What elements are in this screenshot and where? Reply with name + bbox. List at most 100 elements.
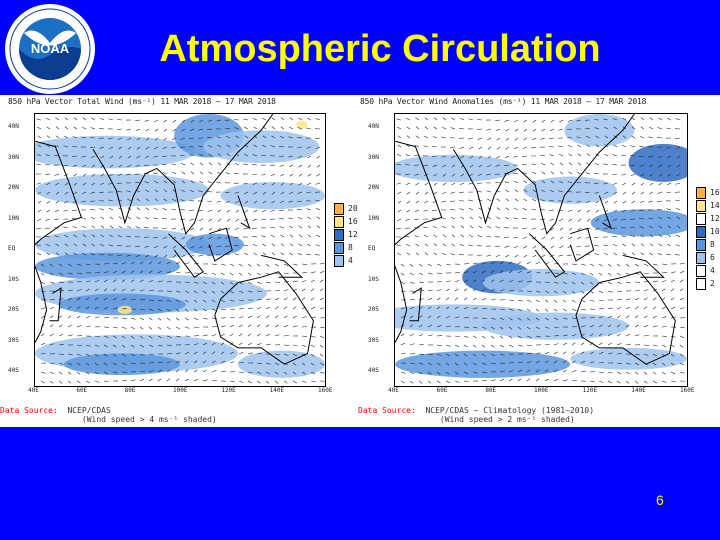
lat-label: 10S [8, 275, 19, 283]
lat-label: 40S [368, 367, 379, 374]
lat-label: 20S [8, 306, 19, 313]
colorbar-label: 8 [348, 243, 353, 252]
colorbar-swatch [334, 229, 344, 241]
lat-label: 40N [368, 123, 379, 130]
lat-label: 30N [368, 153, 379, 161]
right-source-value: NCEP/CDAS – Climatology (1981–2010) [425, 406, 595, 415]
coastline [569, 227, 595, 262]
wind-speed-shade [117, 305, 133, 314]
right-wind-map [394, 113, 688, 387]
colorbar-label: 16 [348, 217, 358, 226]
coastline [409, 287, 422, 322]
coastline [49, 287, 62, 322]
colorbar-label: 4 [710, 266, 715, 275]
slide-title: Atmospheric Circulation [159, 28, 601, 70]
coastline [92, 149, 158, 225]
coastlines [395, 114, 676, 365]
wind-speed-shade [628, 143, 687, 182]
colorbar-swatch [696, 213, 706, 225]
wind-speed-shade [64, 353, 180, 376]
coastline [395, 140, 443, 245]
wind-vectors [35, 117, 325, 384]
colorbar-swatch [334, 255, 344, 267]
coastline [214, 271, 314, 365]
coastline [598, 195, 613, 230]
wind-speed-shade [203, 130, 320, 163]
wind-speed-shade [523, 176, 617, 204]
wind-speed-shade [296, 120, 308, 129]
coastline [208, 227, 233, 262]
lon-label: 160E [318, 387, 333, 394]
lat-label: 10N [368, 214, 379, 222]
colorbar-swatch [696, 226, 706, 238]
lon-label: 40E [28, 387, 39, 394]
colorbar-swatch [334, 242, 344, 254]
lat-label: 30N [8, 153, 19, 161]
wind-speed-shade [395, 154, 518, 182]
colorbar-swatch [334, 216, 344, 228]
noaa-logo: NOAA [5, 4, 95, 94]
right-source-label: Data Source: [358, 406, 416, 415]
left-wind-map [34, 113, 326, 387]
lat-label: 20N [368, 184, 379, 191]
coastline [517, 114, 635, 235]
wind-speed-shade [238, 350, 325, 378]
wind-speed-shade [482, 269, 600, 297]
colorbar-label: 6 [710, 253, 715, 262]
lat-label: 10S [368, 275, 379, 283]
colorbar-label: 12 [348, 230, 358, 239]
lon-label: 40E [388, 387, 399, 394]
coastline [622, 254, 665, 278]
shaded-wind-regions [395, 114, 687, 378]
left-source-label: Data Source: [0, 406, 58, 415]
lat-label: 30S [368, 336, 379, 344]
right-panel-title: 850 hPa Vector Wind Anomalies (ms⁻¹) 11 … [360, 97, 647, 106]
lat-label: EQ [8, 245, 16, 252]
colorbar-label: 12 [710, 214, 720, 223]
lat-label: 40S [8, 367, 19, 374]
colorbar-label: 10 [710, 227, 720, 236]
lat-label: 20S [368, 306, 379, 313]
wind-speed-shade [35, 228, 209, 261]
coastlines [35, 114, 314, 365]
colorbar-label: 8 [710, 240, 715, 249]
colorbar-label: 2 [710, 279, 715, 288]
coastline [168, 233, 204, 278]
coastline [452, 149, 518, 225]
left-panel-title: 850 hPa Vector Total Wind (ms⁻¹) 11 MAR … [8, 97, 276, 106]
lon-label: 140E [269, 387, 285, 394]
colorbar-swatch [696, 265, 706, 277]
colorbar-swatch [696, 187, 706, 199]
lat-label: 40N [8, 123, 19, 130]
colorbar-swatch [696, 200, 706, 212]
colorbar-label: 14 [710, 201, 720, 210]
wind-speed-shade [482, 312, 629, 340]
wind-speed-shade [570, 347, 687, 370]
figure-area: 850 hPa Vector Total Wind (ms⁻¹) 11 MAR … [0, 95, 720, 427]
lon-label: 80E [124, 387, 136, 394]
lon-label: 80E [485, 387, 497, 394]
colorbar-swatch [334, 203, 344, 215]
svg-text:NOAA: NOAA [31, 41, 70, 56]
colorbar-swatch [696, 252, 706, 264]
lon-label: 140E [631, 387, 646, 394]
colorbar-label: 20 [348, 204, 358, 213]
coastline [237, 195, 251, 230]
wind-speed-shade [58, 293, 186, 316]
lon-label: 160E [680, 387, 695, 394]
lat-label: EQ [368, 245, 376, 252]
coastline [156, 114, 274, 235]
wind-speed-shade [395, 350, 571, 378]
lon-label: 120E [221, 387, 236, 394]
colorbar-swatch [696, 239, 706, 251]
left-data-source: Data Source: NCEP/CDAS (Wind speed > 4 m… [0, 406, 217, 424]
right-source-note: (Wind speed > 2 ms⁻¹ shaded) [439, 415, 575, 424]
lon-label: 100E [534, 387, 549, 394]
lat-label: 30S [8, 336, 19, 344]
page-number: 6 [656, 492, 664, 508]
lon-label: 60E [76, 387, 88, 394]
coastline [575, 271, 676, 365]
wind-speed-shade [590, 209, 687, 237]
left-source-value: NCEP/CDAS [67, 406, 111, 415]
lat-label: 20N [8, 184, 19, 191]
